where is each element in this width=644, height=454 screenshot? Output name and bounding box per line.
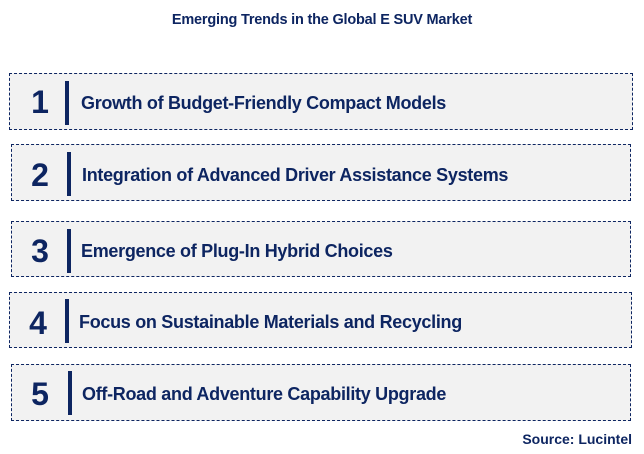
trend-item-2: 2 Integration of Advanced Driver Assista…	[11, 144, 631, 201]
trend-number: 1	[31, 84, 49, 120]
trend-item-1: 1 Growth of Budget-Friendly Compact Mode…	[9, 73, 633, 130]
divider-bar	[67, 229, 71, 273]
trend-label: Integration of Advanced Driver Assistanc…	[82, 165, 509, 185]
trend-number: 5	[31, 376, 49, 412]
source-credit: Source: Lucintel	[522, 431, 632, 447]
trend-label: Growth of Budget-Friendly Compact Models	[81, 93, 446, 113]
divider-bar	[65, 299, 69, 343]
divider-bar	[65, 81, 69, 125]
trend-number: 2	[31, 157, 49, 193]
trend-item-3: 3 Emergence of Plug-In Hybrid Choices	[11, 221, 631, 277]
trend-number: 4	[29, 305, 47, 341]
divider-bar	[68, 371, 72, 415]
divider-bar	[67, 152, 71, 196]
trend-label: Off-Road and Adventure Capability Upgrad…	[82, 384, 447, 404]
trend-item-4: 4 Focus on Sustainable Materials and Rec…	[9, 292, 632, 348]
trend-label: Emergence of Plug-In Hybrid Choices	[81, 241, 393, 261]
trend-item-5: 5 Off-Road and Adventure Capability Upgr…	[11, 364, 631, 421]
trend-label: Focus on Sustainable Materials and Recyc…	[79, 312, 462, 332]
diagram-title: Emerging Trends in the Global E SUV Mark…	[171, 12, 473, 28]
trend-number: 3	[31, 233, 49, 269]
